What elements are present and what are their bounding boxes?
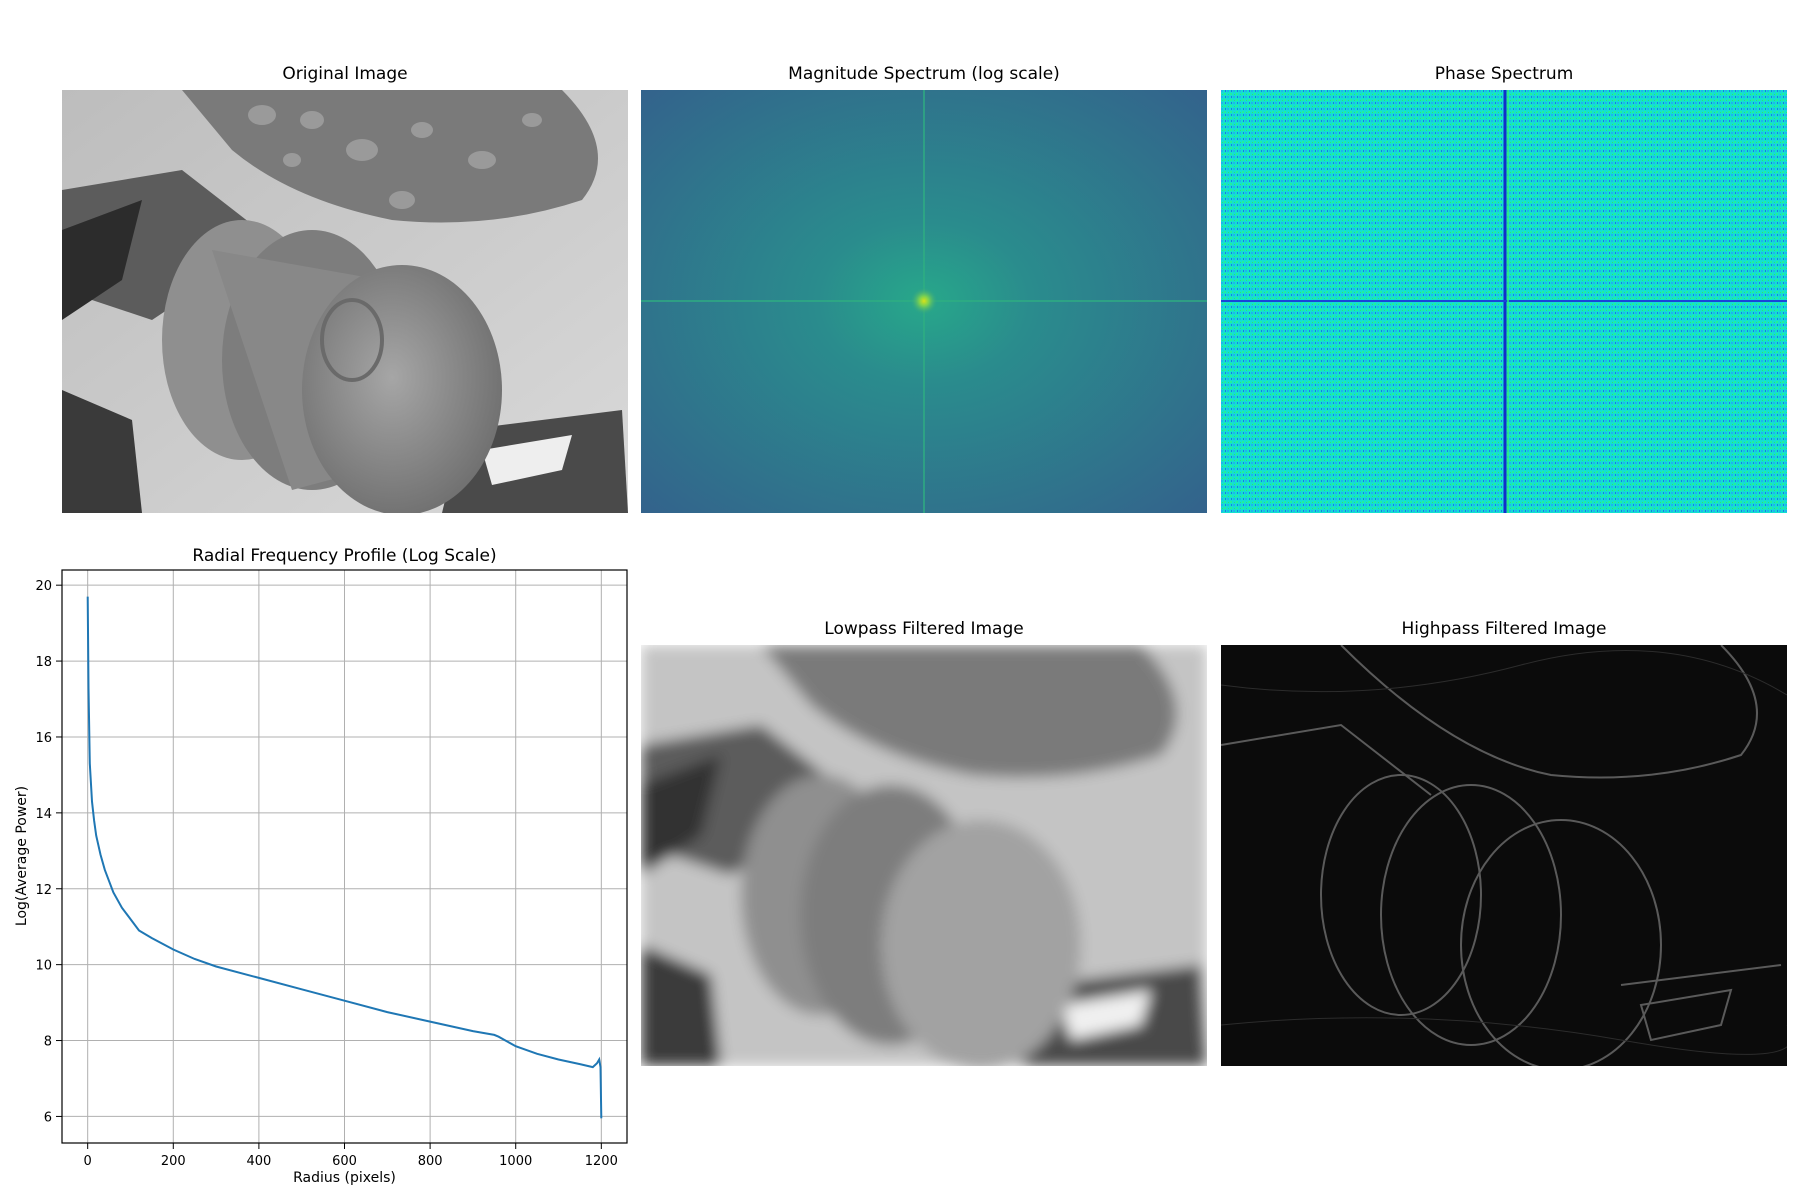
highpass-filtered-image [1221,645,1787,1066]
plot-area-frame [61,569,628,1144]
radial-frequency-profile-chart: Radial Frequency Profile (Log Scale) 0 20… [14,546,628,1186]
x-tick-label: 200 [161,1154,186,1169]
y-tick-label: 12 [35,883,52,898]
lowpass-filtered-image [641,645,1207,1066]
magnitude-spectrum-image [641,90,1207,513]
series-line [86,596,603,1119]
y-axis-label: Log(Average Power) [14,786,30,926]
original-image-title: Original Image [282,64,408,84]
y-tick-label: 20 [35,579,52,594]
magnitude-spectrum-title: Magnitude Spectrum (log scale) [788,64,1060,84]
y-tick-label: 16 [35,731,52,746]
lowpass-image-title: Lowpass Filtered Image [824,619,1024,639]
y-tick-label: 18 [35,655,52,670]
original-image [62,90,628,513]
x-tick-label: 600 [332,1154,357,1169]
y-tick-label: 6 [44,1110,52,1125]
y-tick-label: 8 [44,1035,52,1050]
chart-title: Radial Frequency Profile (Log Scale) [192,546,496,566]
phase-spectrum-title: Phase Spectrum [1434,64,1574,84]
y-tick-label: 14 [35,807,52,822]
x-tick-label: 0 [84,1154,92,1169]
x-tick-label: 1000 [499,1154,532,1169]
x-tick-label: 800 [418,1154,443,1169]
x-tick-label: 400 [246,1154,271,1169]
x-axis-label: Radius (pixels) [293,1170,396,1186]
phase-spectrum-image [1221,90,1787,513]
x-tick-label: 1200 [585,1154,618,1169]
highpass-image-title: Highpass Filtered Image [1401,619,1607,639]
y-tick-label: 10 [35,959,52,974]
